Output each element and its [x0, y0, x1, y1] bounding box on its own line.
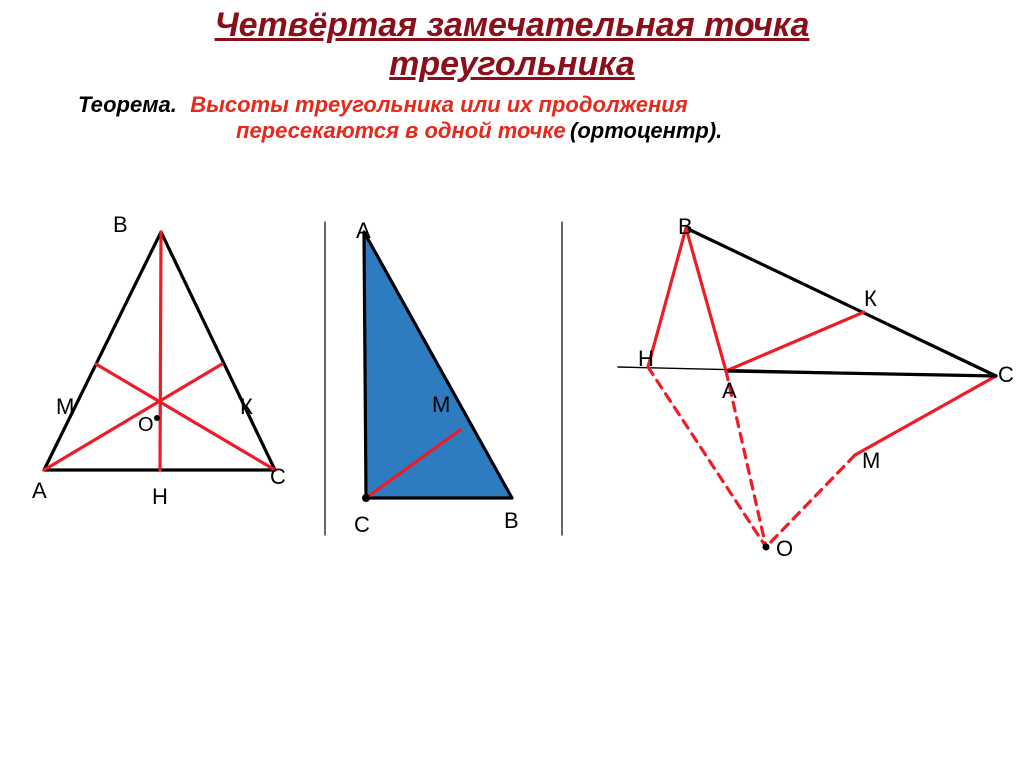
d3-point-O [763, 544, 770, 551]
d1-altitude-BH [160, 232, 161, 470]
d3-label-H: Н [638, 346, 654, 372]
d1-point-O [154, 415, 160, 421]
d3-label-B: В [678, 214, 693, 240]
d1-label-H: Н [152, 484, 168, 510]
d3-label-C: С [998, 362, 1014, 388]
d1-label-B: В [113, 212, 128, 238]
d1-edge-BC [161, 232, 275, 470]
title-line1: Четвёртая замечательная точка [0, 6, 1024, 45]
d1-label-O: О [138, 414, 154, 437]
title-line2: треугольника [0, 45, 1024, 84]
theorem-suffix: (ортоцентр). [570, 118, 722, 143]
d3-edge-BC [686, 228, 996, 376]
d1-label-M: M [56, 394, 74, 420]
d2-label-A: А [356, 218, 371, 244]
d2-triangle [364, 232, 512, 498]
d1-label-K: К [240, 394, 253, 420]
theorem-label: Теорема. [78, 92, 177, 117]
d3-ext-HO [648, 367, 766, 547]
d3-label-O: О [776, 536, 793, 562]
d3-label-A: А [722, 378, 737, 404]
d1-label-C: С [270, 464, 286, 490]
d2-label-B: В [504, 508, 519, 534]
d3-edge-BA-red [686, 228, 726, 371]
d3-alt-AK [726, 312, 864, 371]
theorem-block: Теорема. Высоты треугольника или их прод… [0, 84, 1024, 144]
d1-label-A: А [32, 478, 47, 504]
d3-label-M: M [862, 448, 880, 474]
theorem-body-red-2: пересекаются в одной точке [236, 118, 566, 143]
d3-label-K: К [864, 286, 877, 312]
slide-title: Четвёртая замечательная точка треугольни… [0, 0, 1024, 84]
theorem-body-red: Высоты треугольника или их продолжения [190, 92, 687, 117]
d2-label-M: M [432, 392, 450, 418]
d3-alt-CM [855, 376, 996, 455]
d3-edge-AC [726, 371, 996, 376]
d2-point-C-dot [362, 494, 370, 502]
d2-label-C: С [354, 512, 370, 538]
d3-ext-MO [766, 455, 855, 547]
